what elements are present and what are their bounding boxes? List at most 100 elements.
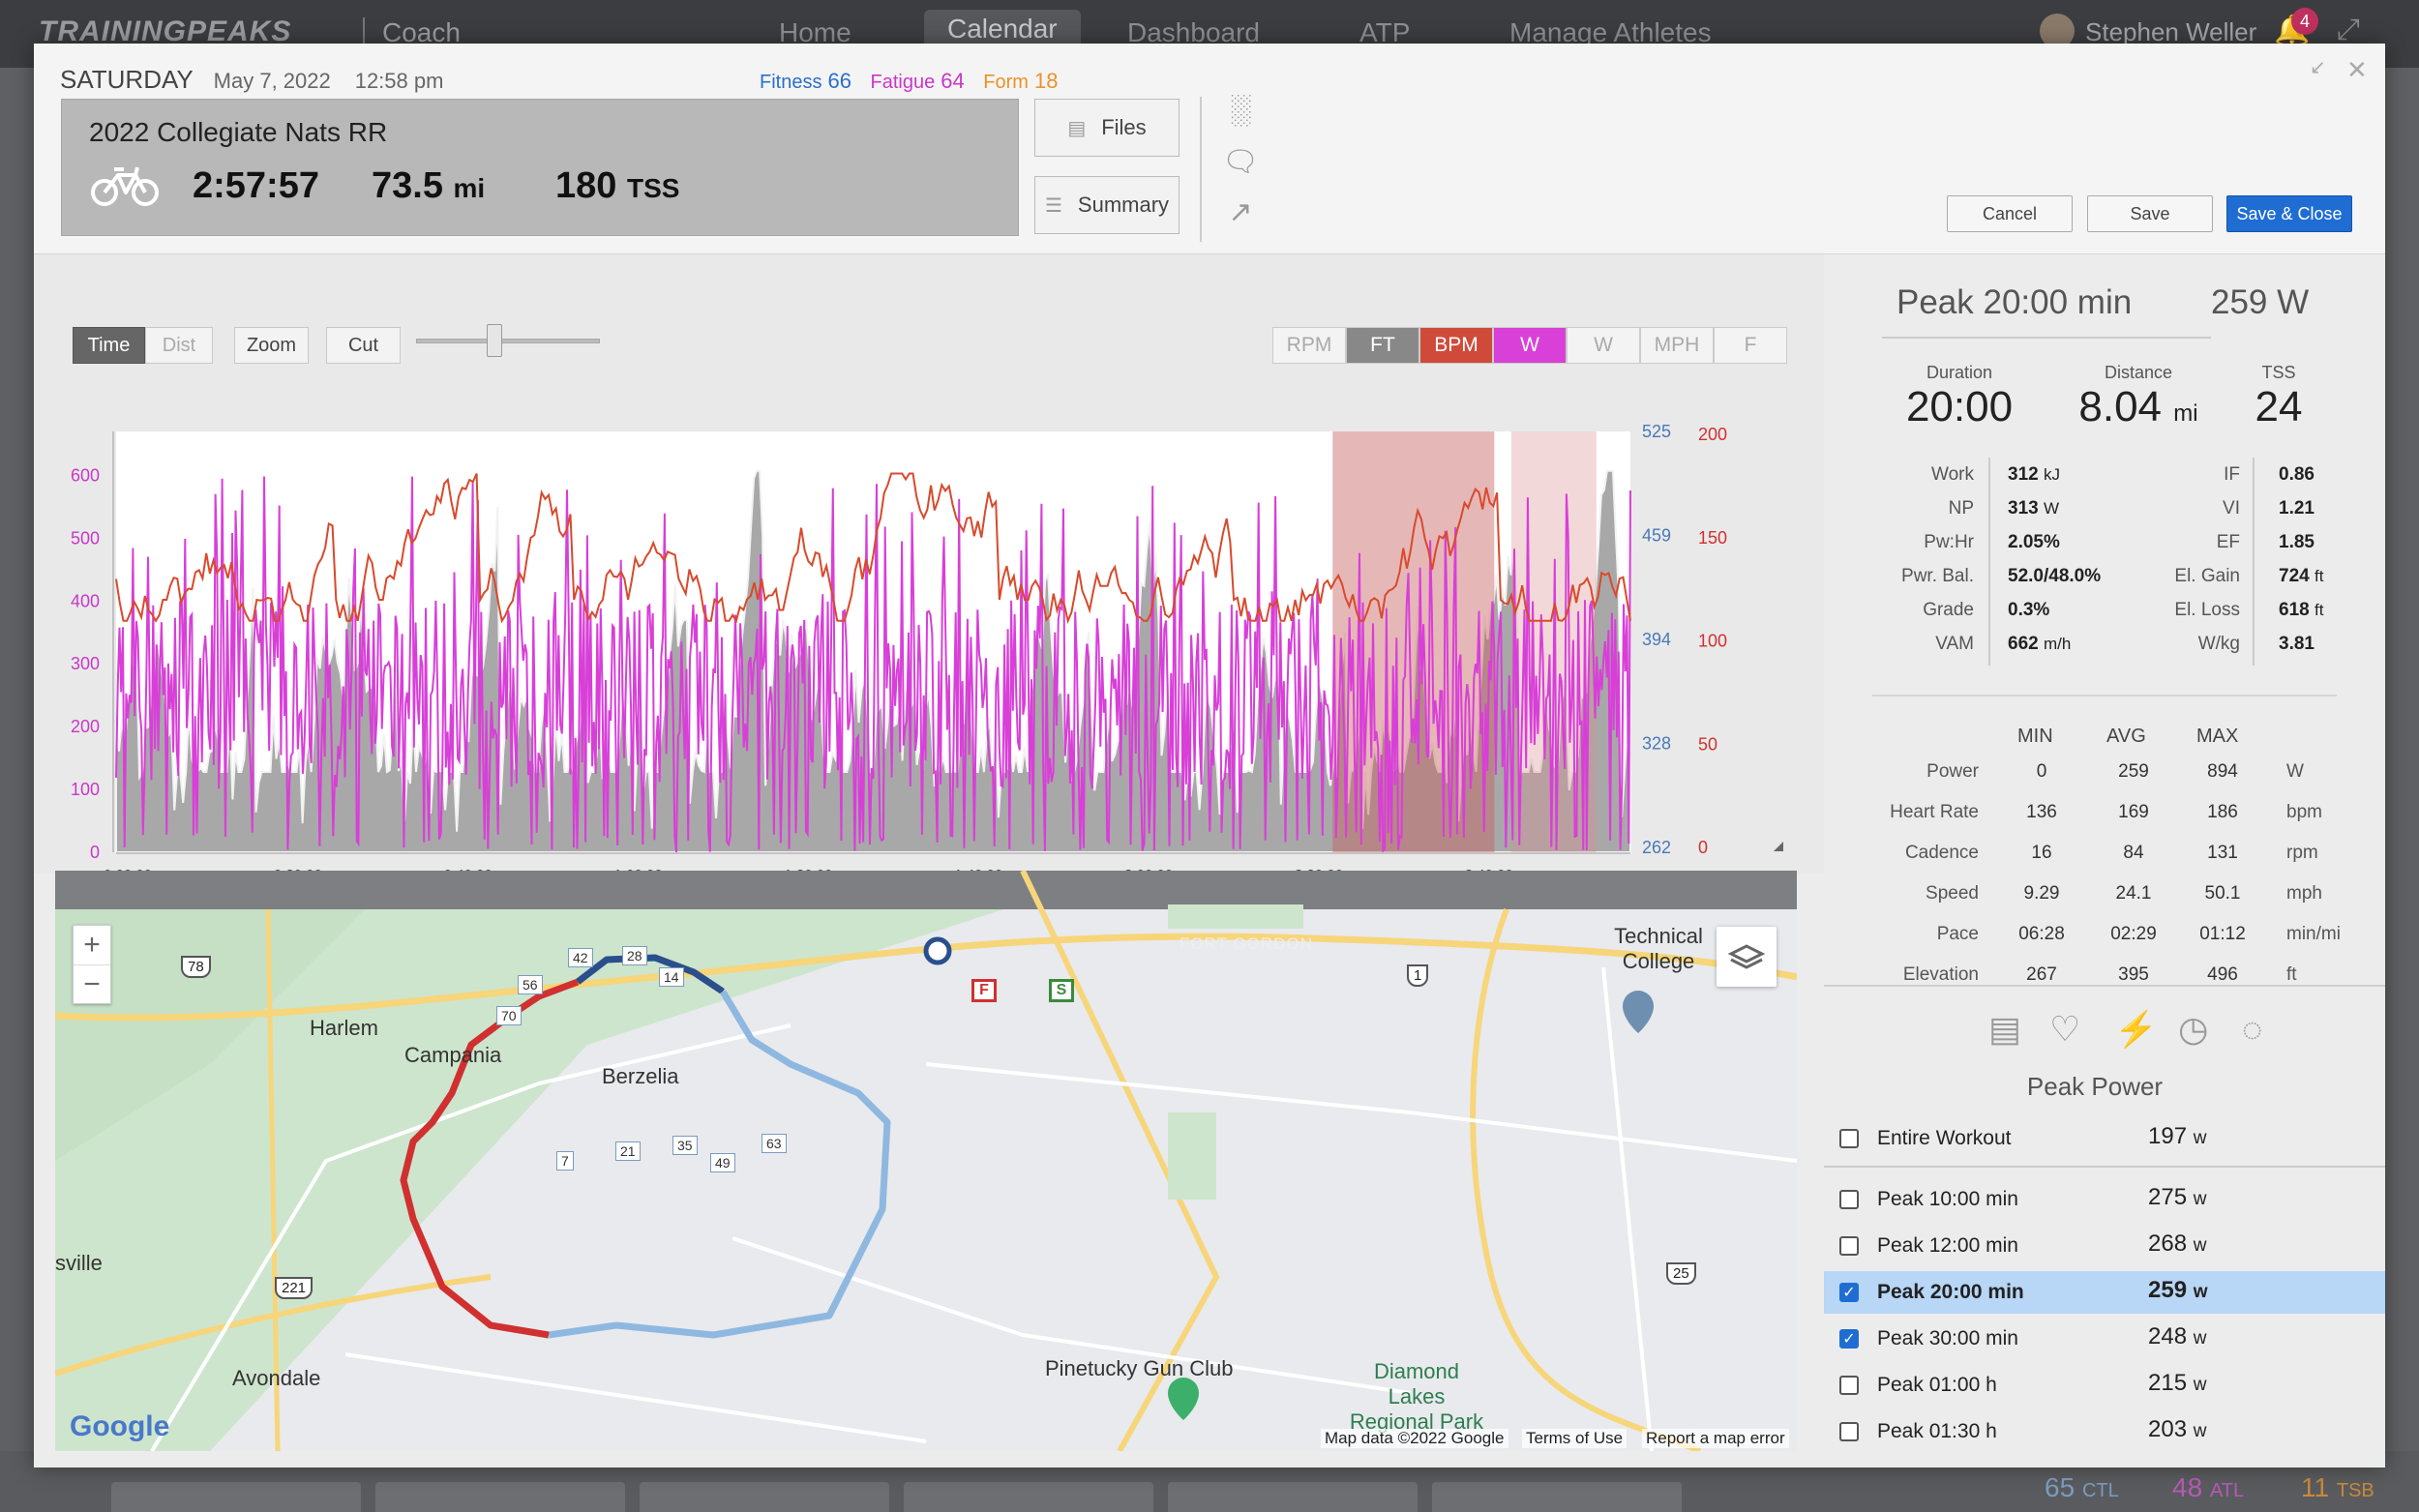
fatigue-value: 64 <box>941 69 965 93</box>
temp-toggle[interactable]: F <box>1714 327 1787 364</box>
atl-stat: 48 ATL <box>2172 1472 2245 1502</box>
calendar-tile[interactable] <box>1168 1482 1418 1512</box>
lightning-icon[interactable]: ⚡ <box>2114 1009 2158 1049</box>
y-right-tick-label: 525 <box>1642 422 1671 441</box>
checkbox[interactable] <box>1839 1129 1859 1148</box>
notes-icon[interactable]: ▤ <box>1988 1009 2022 1049</box>
cut-button[interactable]: Cut <box>326 327 401 364</box>
workout-graph[interactable]: 0 100 200 300 400 500 600 262 328 394 459 525 0 50 100… <box>34 254 1824 874</box>
close-icon[interactable]: ✕ <box>2346 55 2368 84</box>
checkbox[interactable] <box>1839 1190 1859 1209</box>
checkbox[interactable]: ✓ <box>1839 1283 1859 1302</box>
google-logo: Google <box>70 1410 170 1442</box>
metric-value: 0.3% <box>2008 600 2050 620</box>
user-name[interactable]: Stephen Weller <box>2085 17 2257 46</box>
y-left-tick-label: 600 <box>71 465 100 485</box>
checkbox[interactable] <box>1839 1236 1859 1256</box>
avatar[interactable] <box>2040 14 2075 48</box>
calendar-tile[interactable] <box>640 1482 889 1512</box>
heart-icon[interactable]: ♡ <box>2049 1009 2081 1049</box>
metric-label: W/kg <box>2197 634 2240 654</box>
bpm-toggle[interactable]: BPM <box>1419 327 1493 364</box>
rpm-toggle[interactable]: RPM <box>1272 327 1346 364</box>
peak-power-row[interactable]: ✓ Peak 20:00 min 259 w <box>1824 1271 2385 1314</box>
zoom-in-button[interactable]: + <box>83 929 101 961</box>
x-tick-label: 2:00:00 <box>1124 867 1173 874</box>
local-road <box>1601 966 1654 1451</box>
time-toggle[interactable]: Time <box>73 327 145 364</box>
zoom-button[interactable]: Zoom <box>234 327 309 364</box>
local-road <box>732 1236 1411 1395</box>
y-right-hr-tick-label: 0 <box>1698 838 1708 857</box>
nav-calendar[interactable]: Calendar <box>924 10 1081 48</box>
checkbox[interactable] <box>1839 1376 1859 1395</box>
workout-title[interactable]: 2022 Collegiate Nats RR <box>89 117 388 147</box>
peak-power-row[interactable]: Entire Workout 197 w <box>1824 1117 2385 1160</box>
collapse-icon[interactable]: ↙ <box>2310 57 2326 78</box>
cancel-button[interactable]: Cancel <box>1947 195 2073 232</box>
checkbox[interactable]: ✓ <box>1839 1329 1859 1349</box>
layers-button[interactable] <box>1717 927 1777 987</box>
bar-chart-icon[interactable]: ░ <box>1230 94 1251 126</box>
finish-flag[interactable]: F <box>971 979 997 1002</box>
nav-dashboard[interactable]: Dashboard <box>1127 17 1260 47</box>
ft-toggle[interactable]: FT <box>1346 327 1419 364</box>
calendar-tile[interactable] <box>111 1482 361 1512</box>
metric-value: 1.21 <box>2279 498 2314 519</box>
kv-divider <box>1988 458 1990 666</box>
map-canvas[interactable] <box>55 871 1797 1451</box>
peak-power-row[interactable]: Peak 10:00 min 275 w <box>1824 1178 2385 1221</box>
summary-button[interactable]: ☰ Summary <box>1034 176 1180 234</box>
route-map[interactable]: + − Harlem Campania Berzelia Avondale FO… <box>55 871 1797 1451</box>
modal-header: SATURDAY May 7, 2022 12:58 pm Fitness 66 … <box>34 44 2385 254</box>
notification-badge: 4 <box>2291 8 2318 35</box>
map-data-attribution: Map data ©2022 Google <box>1321 1429 1508 1448</box>
metric-value: 313 W <box>2008 498 2060 519</box>
y-right-hr-tick-label: 150 <box>1698 528 1727 548</box>
calendar-tile[interactable] <box>1432 1482 1682 1512</box>
save-close-button[interactable]: Save & Close <box>2226 195 2352 232</box>
y-left-tick-label: 300 <box>71 654 100 673</box>
smoothing-slider-track[interactable] <box>416 339 600 343</box>
peak-power-row[interactable]: Peak 01:00 h 215 w <box>1824 1364 2385 1407</box>
save-button[interactable]: Save <box>2087 195 2213 232</box>
y-right-hr-tick-label: 50 <box>1698 734 1717 754</box>
tsb-stat: 11 TSB <box>2301 1472 2374 1502</box>
nav-manage-athletes[interactable]: Manage Athletes <box>1509 17 1712 47</box>
files-button[interactable]: ▤ Files <box>1034 99 1180 157</box>
report-map-error-link[interactable]: Report a map error <box>1642 1429 1789 1448</box>
calendar-tile[interactable] <box>904 1482 1153 1512</box>
expand-icon[interactable]: ⤢ <box>2337 14 2360 45</box>
peak-power-row[interactable]: ✓ Peak 30:00 min 248 w <box>1824 1318 2385 1360</box>
workout-duration: 2:57:57 <box>193 165 319 206</box>
peak-power-row[interactable]: Peak 01:30 h 203 w <box>1824 1410 2385 1453</box>
checkbox[interactable] <box>1839 1422 1859 1441</box>
nav-home[interactable]: Home <box>779 17 851 47</box>
clock-icon[interactable]: ◷ <box>2178 1009 2209 1049</box>
comment-icon[interactable]: 🗨 <box>1221 146 1260 178</box>
section-divider <box>1824 985 2385 987</box>
watts-secondary-toggle[interactable]: W <box>1567 327 1640 364</box>
peak-power-row[interactable]: Peak 12:00 min 268 w <box>1824 1225 2385 1267</box>
smoothing-slider-handle[interactable] <box>487 324 502 357</box>
mile-marker: 14 <box>659 967 684 987</box>
app-logo[interactable]: TRAININGPEAKS <box>39 15 292 47</box>
terms-of-use-link[interactable]: Terms of Use <box>1522 1429 1628 1448</box>
nav-atp[interactable]: ATP <box>1359 17 1411 47</box>
x-tick-label: 2:20:00 <box>1295 867 1343 874</box>
calendar-tile[interactable] <box>375 1482 625 1512</box>
distance-stat: Distance 8.04 mi <box>2078 363 2198 430</box>
dashed-circle-icon[interactable]: ◌ <box>2242 1009 2263 1049</box>
zoom-out-button[interactable]: − <box>74 964 110 1003</box>
watts-toggle[interactable]: W <box>1493 327 1567 364</box>
x-tick-label: 0:00:00 <box>104 867 152 874</box>
map-label-campania: Campania <box>404 1043 502 1067</box>
mile-marker: 7 <box>556 1151 574 1171</box>
analysis-chart-icon[interactable]: ↗ <box>1228 196 1253 228</box>
start-flag[interactable]: S <box>1049 979 1074 1002</box>
dist-toggle[interactable]: Dist <box>145 327 213 364</box>
mph-toggle[interactable]: MPH <box>1640 327 1714 364</box>
x-tick-label: 1:40:00 <box>954 867 1002 874</box>
y-right-tick-label: 394 <box>1642 630 1671 649</box>
workout-distance: 73.5 mi <box>372 165 486 206</box>
